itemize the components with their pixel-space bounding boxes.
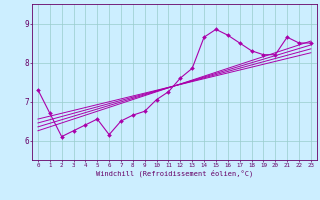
X-axis label: Windchill (Refroidissement éolien,°C): Windchill (Refroidissement éolien,°C) — [96, 170, 253, 177]
